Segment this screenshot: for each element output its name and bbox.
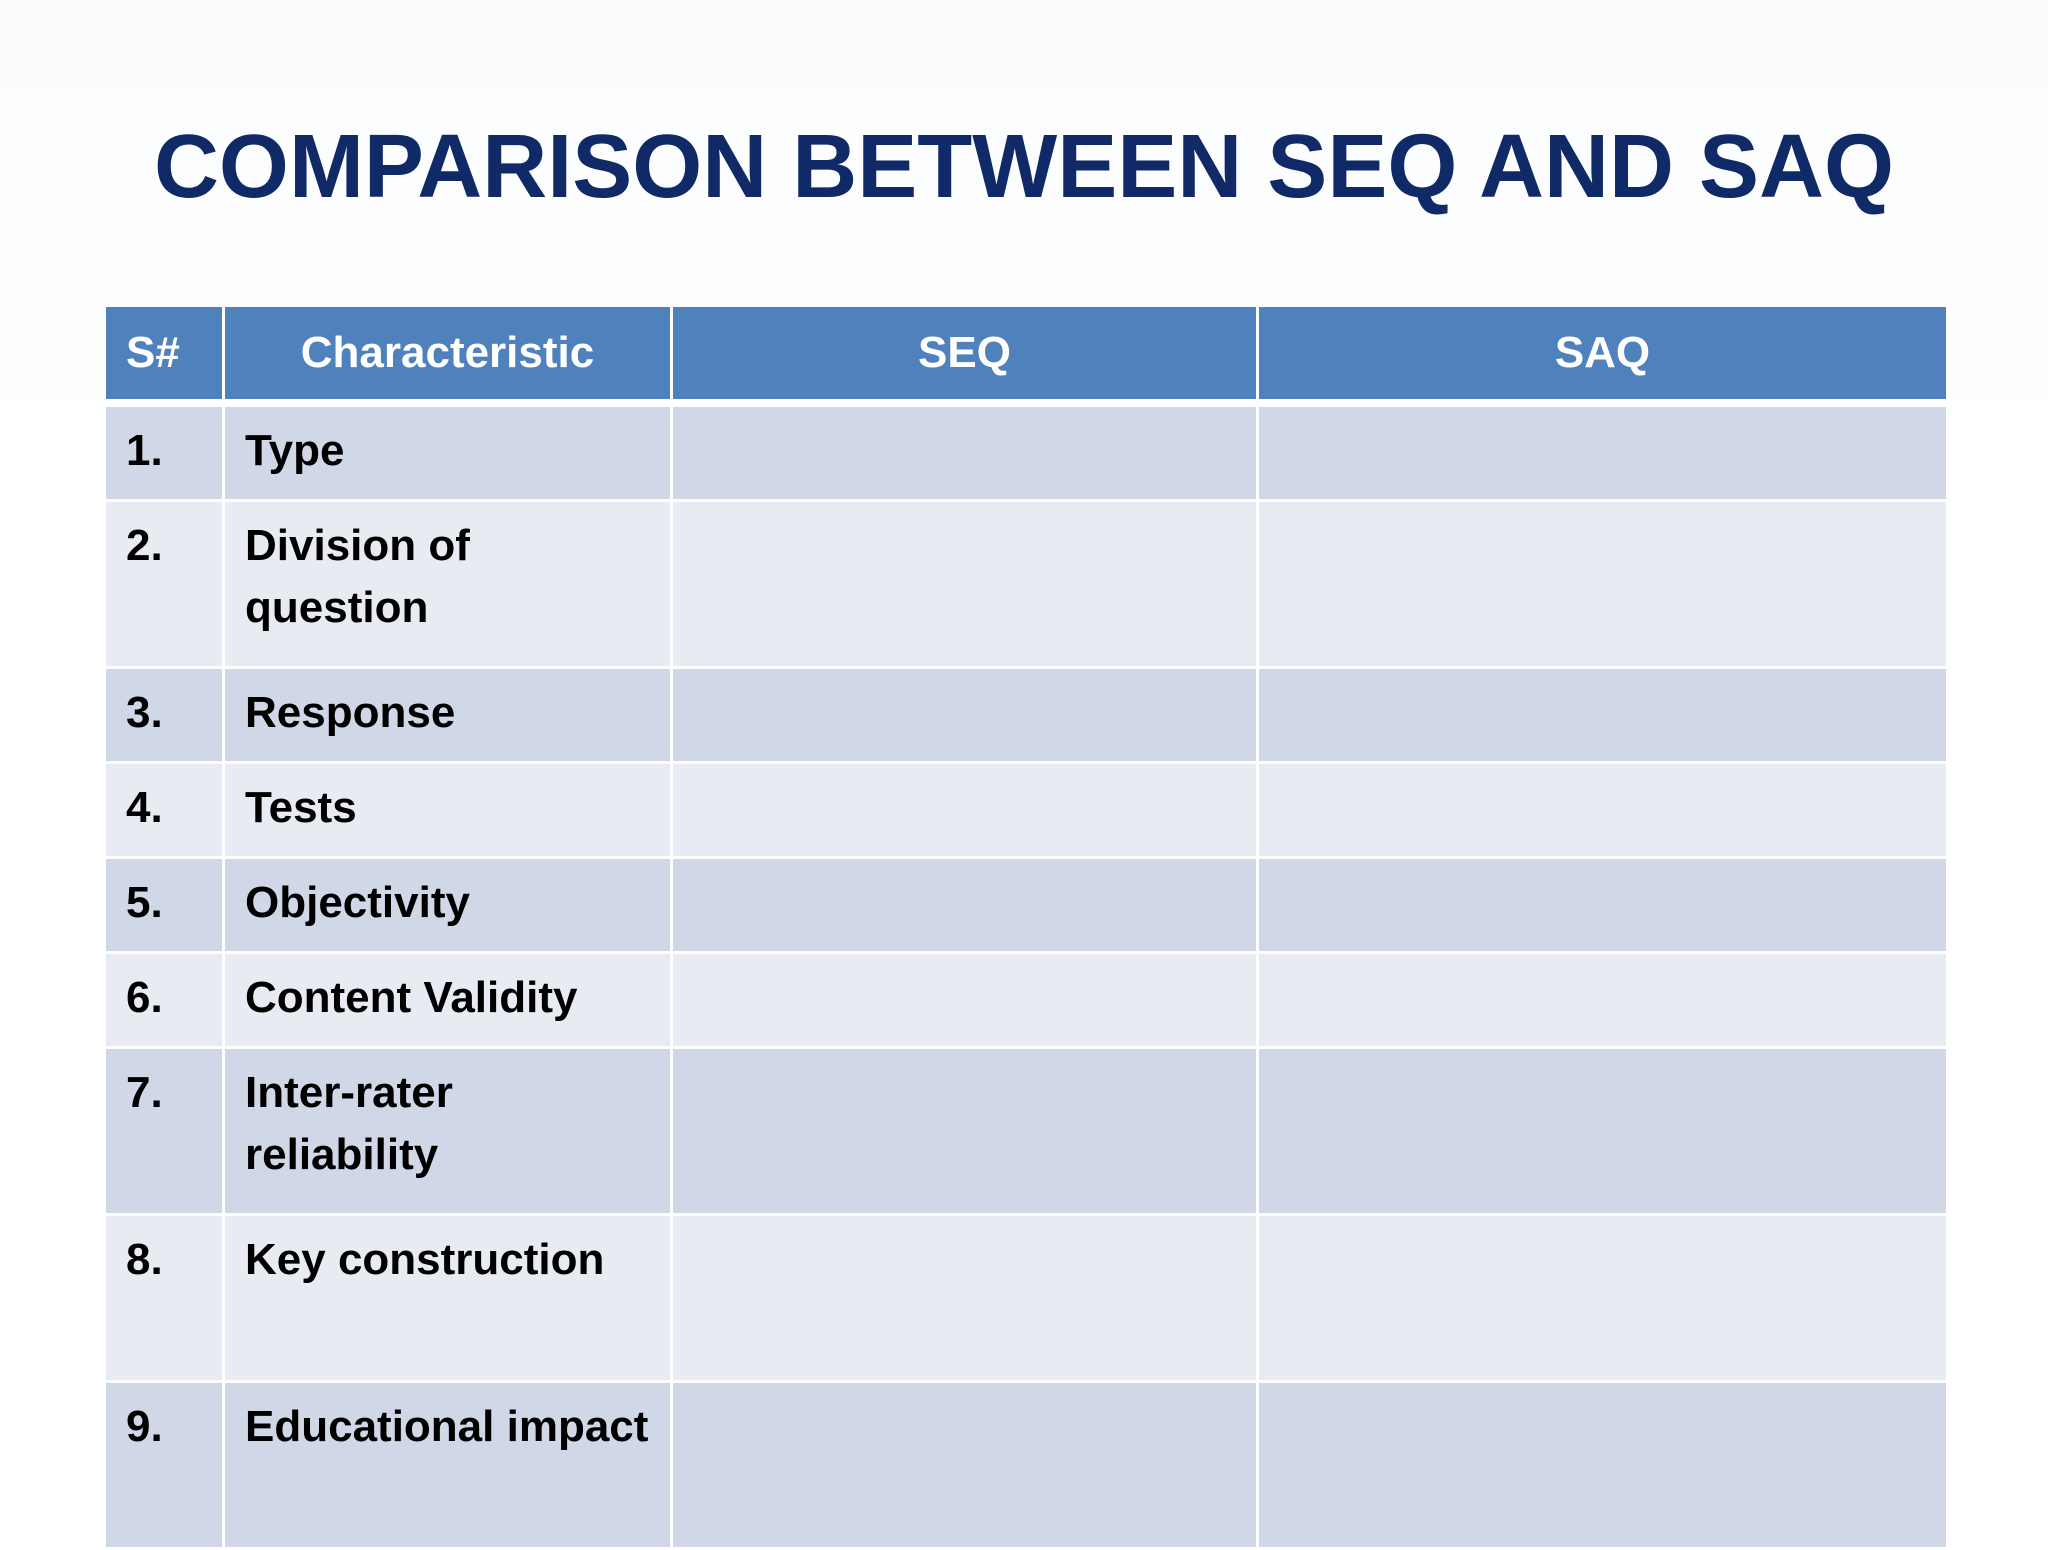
header-seq: SEQ <box>670 307 1259 407</box>
table-row: 6. Content Validity <box>103 951 1949 1049</box>
row-characteristic: Inter-rater reliability <box>222 1046 673 1216</box>
slide-title: COMPARISON BETWEEN SEQ AND SAQ <box>153 117 1895 217</box>
row-saq-cell <box>1256 1380 1949 1550</box>
row-seq-cell <box>670 666 1259 764</box>
row-characteristic: Content Validity <box>222 951 673 1049</box>
row-seq-cell <box>670 1380 1259 1550</box>
row-characteristic: Response <box>222 666 673 764</box>
row-saq-cell <box>1256 666 1949 764</box>
table-row: 4. Tests <box>103 761 1949 859</box>
row-number: 7. <box>103 1046 225 1216</box>
table-row: 5. Objectivity <box>103 856 1949 954</box>
row-seq-cell <box>670 761 1259 859</box>
table-row: 8. Key construction <box>103 1213 1949 1383</box>
table-row: 3. Response <box>103 666 1949 764</box>
row-number: 1. <box>103 401 225 502</box>
row-number: 4. <box>103 761 225 859</box>
row-saq-cell <box>1256 401 1949 502</box>
row-characteristic: Educational impact <box>222 1380 673 1550</box>
row-number: 2. <box>103 499 225 669</box>
row-number: 8. <box>103 1213 225 1383</box>
row-characteristic: Type <box>222 401 673 502</box>
row-characteristic: Division of question <box>222 499 673 669</box>
row-saq-cell <box>1256 1213 1949 1383</box>
row-number: 6. <box>103 951 225 1049</box>
row-saq-cell <box>1256 1046 1949 1216</box>
table-row: 9. Educational impact <box>103 1380 1949 1550</box>
row-seq-cell <box>670 951 1259 1049</box>
row-saq-cell <box>1256 499 1949 669</box>
row-saq-cell <box>1256 951 1949 1049</box>
header-saq: SAQ <box>1256 307 1949 407</box>
header-serial-number: S# <box>103 307 225 407</box>
row-number: 3. <box>103 666 225 764</box>
table-row: 7. Inter-rater reliability <box>103 1046 1949 1216</box>
header-characteristic: Characteristic <box>222 307 673 407</box>
row-number: 5. <box>103 856 225 954</box>
table-row: 2. Division of question <box>103 499 1949 669</box>
table-header-row: S# Characteristic SEQ SAQ <box>103 307 1949 407</box>
row-seq-cell <box>670 856 1259 954</box>
row-seq-cell <box>670 401 1259 502</box>
row-saq-cell <box>1256 761 1949 859</box>
row-characteristic: Tests <box>222 761 673 859</box>
row-seq-cell <box>670 499 1259 669</box>
row-characteristic: Objectivity <box>222 856 673 954</box>
row-seq-cell <box>670 1046 1259 1216</box>
row-characteristic: Key construction <box>222 1213 673 1383</box>
row-number: 9. <box>103 1380 225 1550</box>
row-saq-cell <box>1256 856 1949 954</box>
comparison-table: S# Characteristic SEQ SAQ 1. Type 2. Div… <box>103 307 1949 1550</box>
row-seq-cell <box>670 1213 1259 1383</box>
table-row: 1. Type <box>103 401 1949 502</box>
